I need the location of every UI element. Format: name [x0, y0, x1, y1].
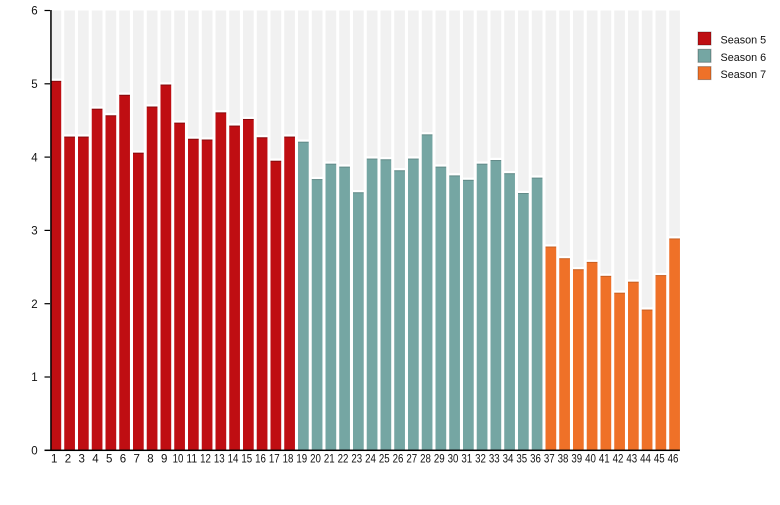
svg-text:20: 20 [310, 453, 321, 465]
svg-text:33: 33 [489, 453, 500, 465]
svg-text:26: 26 [393, 453, 404, 465]
svg-text:11: 11 [186, 453, 197, 465]
svg-text:5: 5 [106, 453, 112, 465]
svg-text:3: 3 [31, 226, 37, 238]
svg-text:19: 19 [296, 453, 307, 465]
svg-text:24: 24 [365, 453, 376, 465]
svg-text:4: 4 [31, 152, 38, 164]
svg-text:30: 30 [448, 453, 459, 465]
svg-text:17: 17 [269, 453, 280, 465]
svg-text:29: 29 [434, 453, 445, 465]
svg-text:32: 32 [475, 453, 486, 465]
svg-text:41: 41 [599, 453, 610, 465]
svg-text:37: 37 [544, 453, 555, 465]
svg-text:22: 22 [338, 453, 349, 465]
svg-text:2: 2 [65, 453, 71, 465]
svg-text:45: 45 [654, 453, 665, 465]
svg-text:8: 8 [147, 453, 153, 465]
svg-text:4: 4 [92, 453, 99, 465]
svg-text:6: 6 [120, 453, 126, 465]
svg-text:28: 28 [420, 453, 431, 465]
svg-text:5: 5 [31, 79, 37, 91]
svg-text:27: 27 [406, 453, 417, 465]
svg-text:35: 35 [516, 453, 527, 465]
svg-text:36: 36 [530, 453, 541, 465]
svg-text:1: 1 [31, 372, 37, 384]
svg-text:16: 16 [255, 453, 266, 465]
svg-text:42: 42 [613, 453, 624, 465]
svg-text:43: 43 [626, 453, 637, 465]
svg-text:12: 12 [200, 453, 211, 465]
svg-text:10: 10 [173, 453, 184, 465]
svg-text:38: 38 [558, 453, 569, 465]
svg-text:3: 3 [79, 453, 85, 465]
svg-text:18: 18 [283, 453, 294, 465]
svg-text:23: 23 [351, 453, 362, 465]
svg-text:40: 40 [585, 453, 596, 465]
svg-text:46: 46 [668, 453, 679, 465]
svg-text:Season 6: Season 6 [721, 52, 767, 64]
svg-text:9: 9 [161, 453, 167, 465]
svg-text:31: 31 [461, 453, 472, 465]
svg-text:2: 2 [31, 299, 37, 311]
svg-text:7: 7 [134, 453, 140, 465]
svg-text:Season 7: Season 7 [721, 69, 767, 81]
svg-text:39: 39 [571, 453, 582, 465]
svg-text:34: 34 [503, 453, 514, 465]
svg-text:21: 21 [324, 453, 335, 465]
svg-text:Season 5: Season 5 [721, 35, 767, 47]
svg-text:15: 15 [241, 453, 252, 465]
svg-text:6: 6 [31, 6, 37, 18]
svg-text:25: 25 [379, 453, 390, 465]
svg-text:1: 1 [51, 453, 57, 465]
svg-text:44: 44 [640, 453, 651, 465]
svg-text:0: 0 [31, 446, 37, 458]
svg-text:14: 14 [228, 453, 239, 465]
svg-text:13: 13 [214, 453, 225, 465]
